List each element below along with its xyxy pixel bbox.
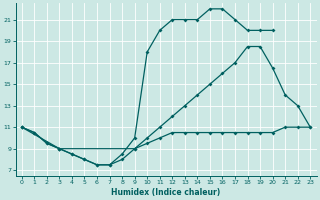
X-axis label: Humidex (Indice chaleur): Humidex (Indice chaleur) bbox=[111, 188, 221, 197]
